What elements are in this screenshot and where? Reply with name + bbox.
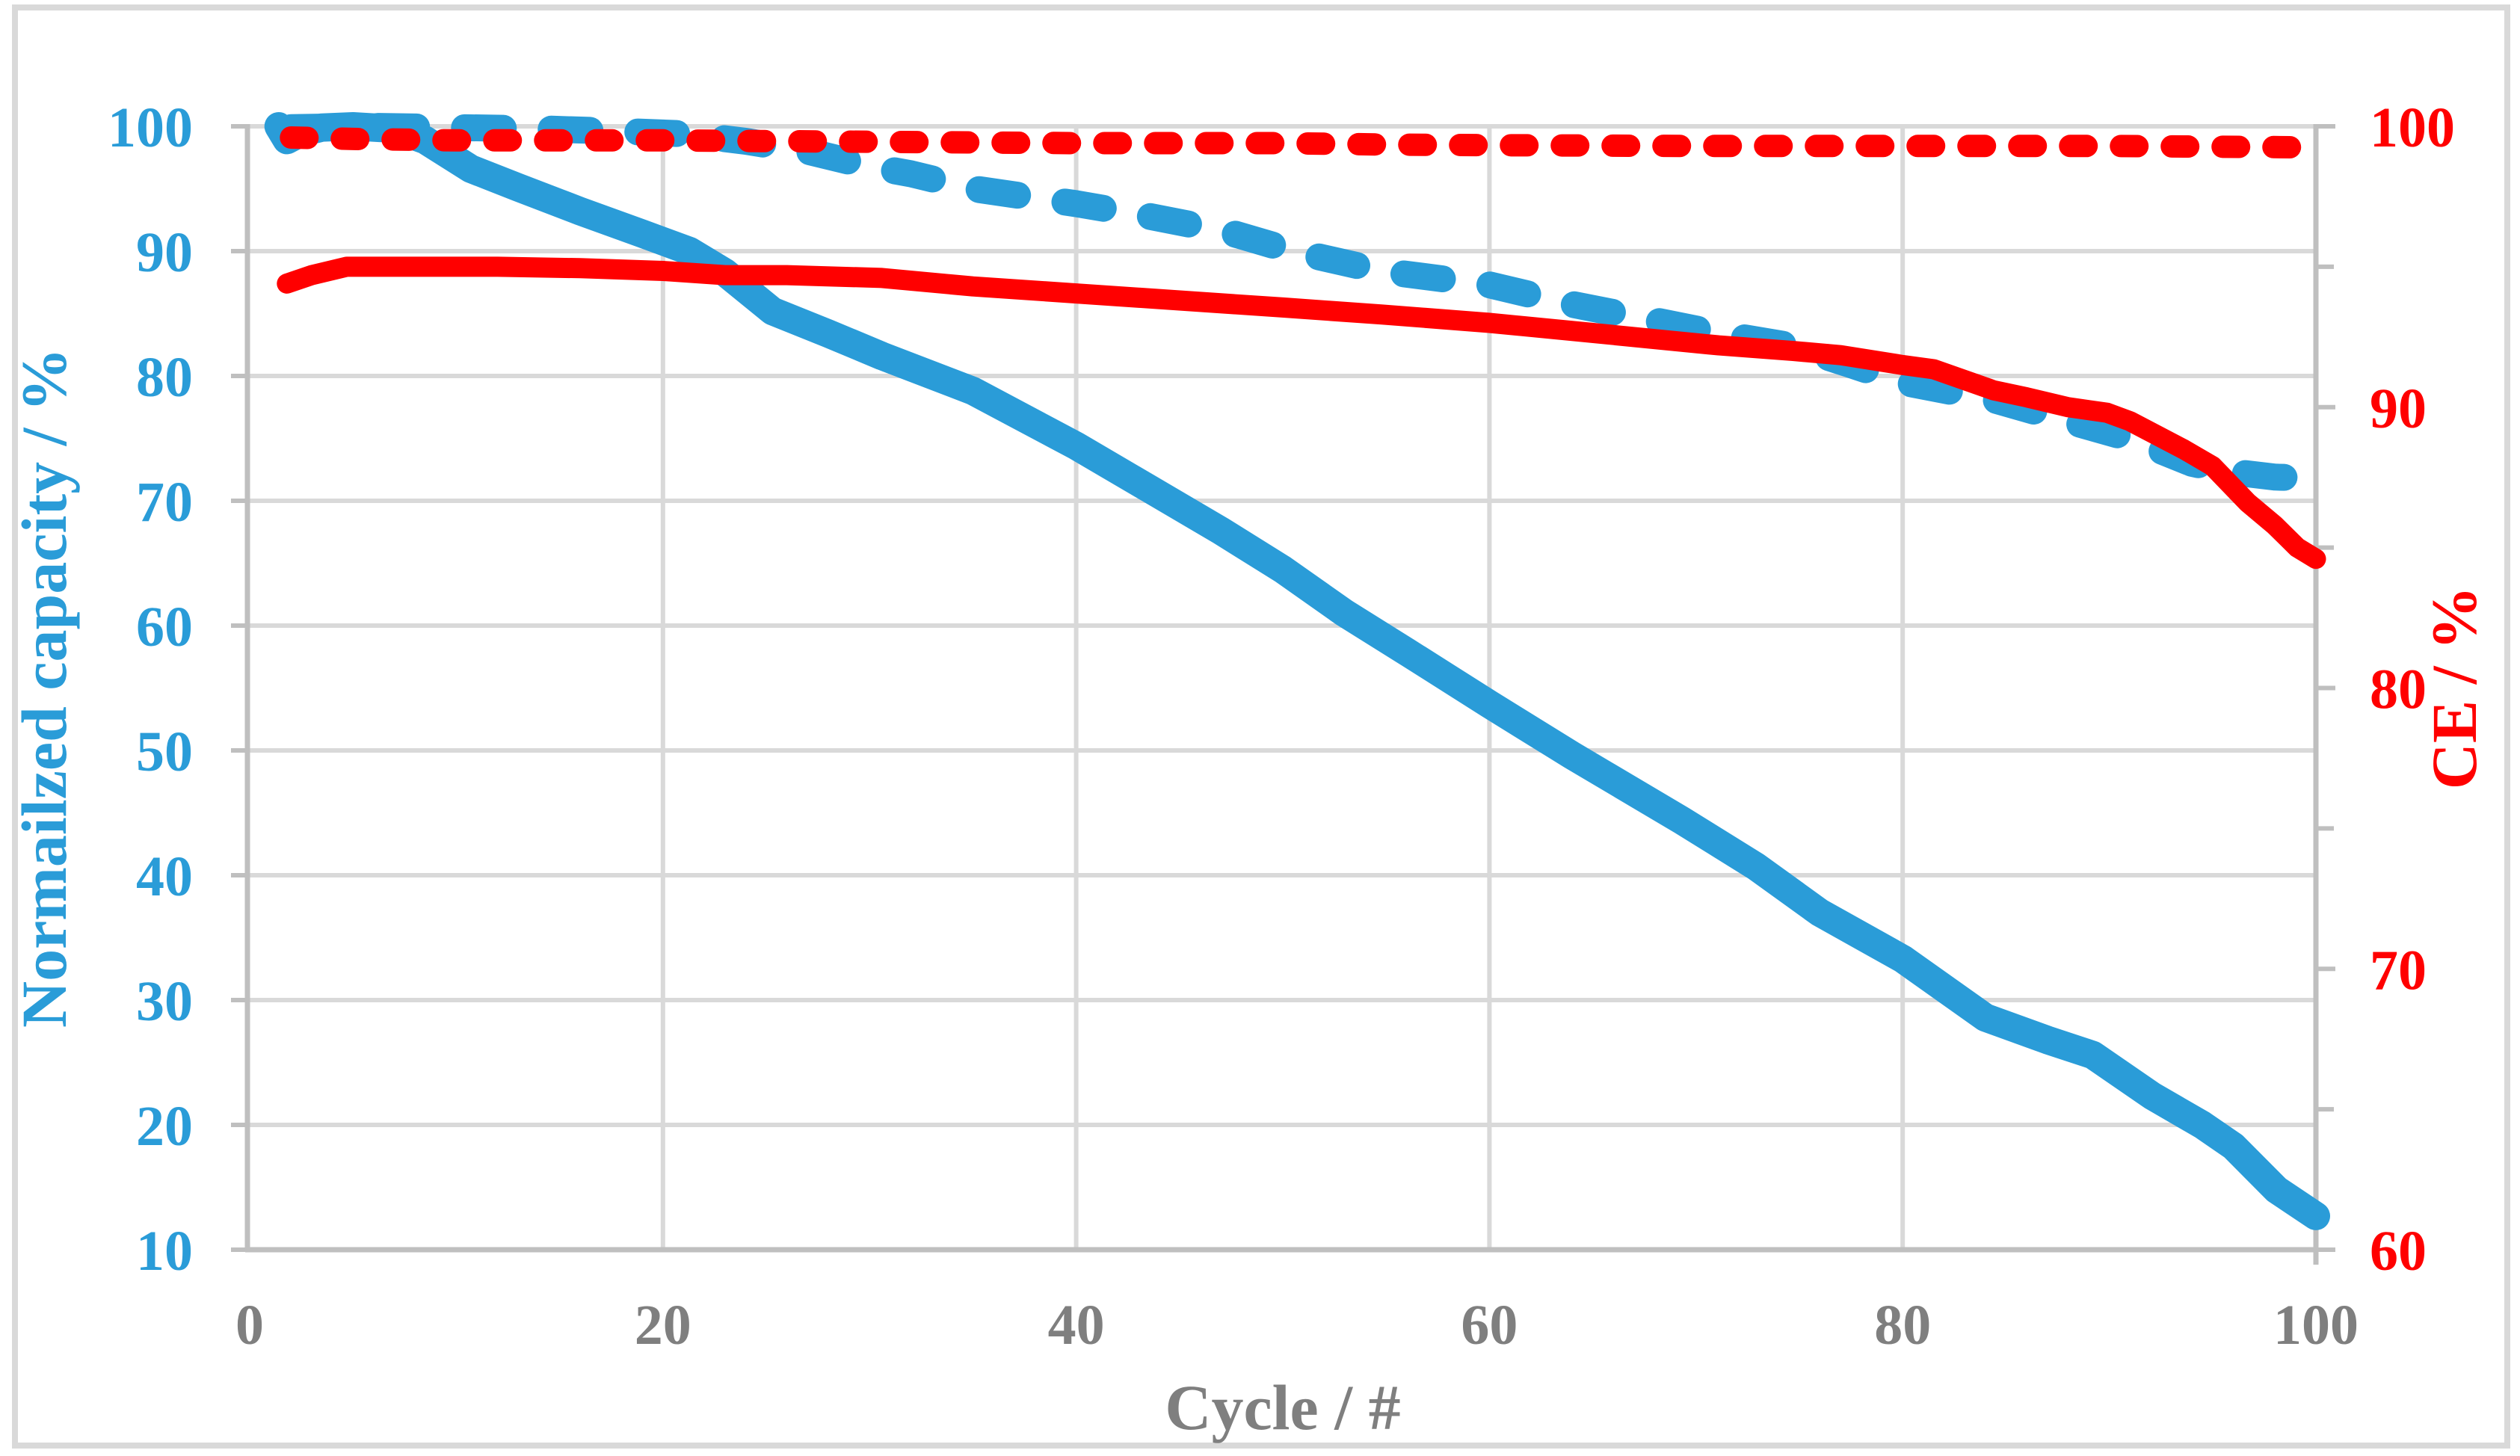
- y-left-tick-label: 10: [136, 1220, 193, 1283]
- y-right-tick-label: 90: [2370, 377, 2427, 440]
- series-ce-dashed: [280, 126, 2327, 159]
- y-left-tick-label: 20: [136, 1095, 193, 1158]
- tick-marks: [231, 124, 2335, 1252]
- y-left-tick-label: 50: [136, 721, 193, 783]
- y-right-tick-label: 80: [2370, 658, 2427, 721]
- y-left-tick-label: 100: [108, 96, 193, 159]
- y-right-tick-label: 60: [2370, 1220, 2427, 1283]
- figure-border: [12, 4, 2510, 1449]
- x-tick-label: 100: [2273, 1294, 2359, 1357]
- series-capacity-solid: [264, 112, 2330, 1230]
- x-tick-label: 40: [1048, 1294, 1105, 1357]
- y-left-tick-label: 90: [136, 221, 193, 284]
- axis-lines: [244, 124, 2319, 1265]
- y-left-tick-label: 30: [136, 970, 193, 1033]
- data-series: [264, 112, 2330, 1230]
- y-left-tick-label: 80: [136, 346, 193, 409]
- y-left-tick-label: 40: [136, 845, 193, 908]
- y-right-tick-label: 100: [2370, 96, 2455, 159]
- x-tick-label: 80: [1874, 1294, 1931, 1357]
- y-left-axis-title: Normailzed capacity / %: [8, 348, 80, 1028]
- y-left-tick-label: 60: [136, 596, 193, 658]
- x-tick-label: 0: [235, 1294, 264, 1357]
- series-capacity-dashed: [277, 113, 2329, 492]
- x-tick-label: 60: [1461, 1294, 1518, 1357]
- y-right-axis-title: CE / %: [2418, 586, 2490, 789]
- y-right-tick-label: 70: [2370, 939, 2427, 1002]
- x-tick-label: 20: [635, 1294, 691, 1357]
- series-ce-solid: [277, 256, 2326, 570]
- x-axis-title: Cycle / #: [1165, 1372, 1400, 1443]
- y-left-tick-label: 70: [136, 471, 193, 534]
